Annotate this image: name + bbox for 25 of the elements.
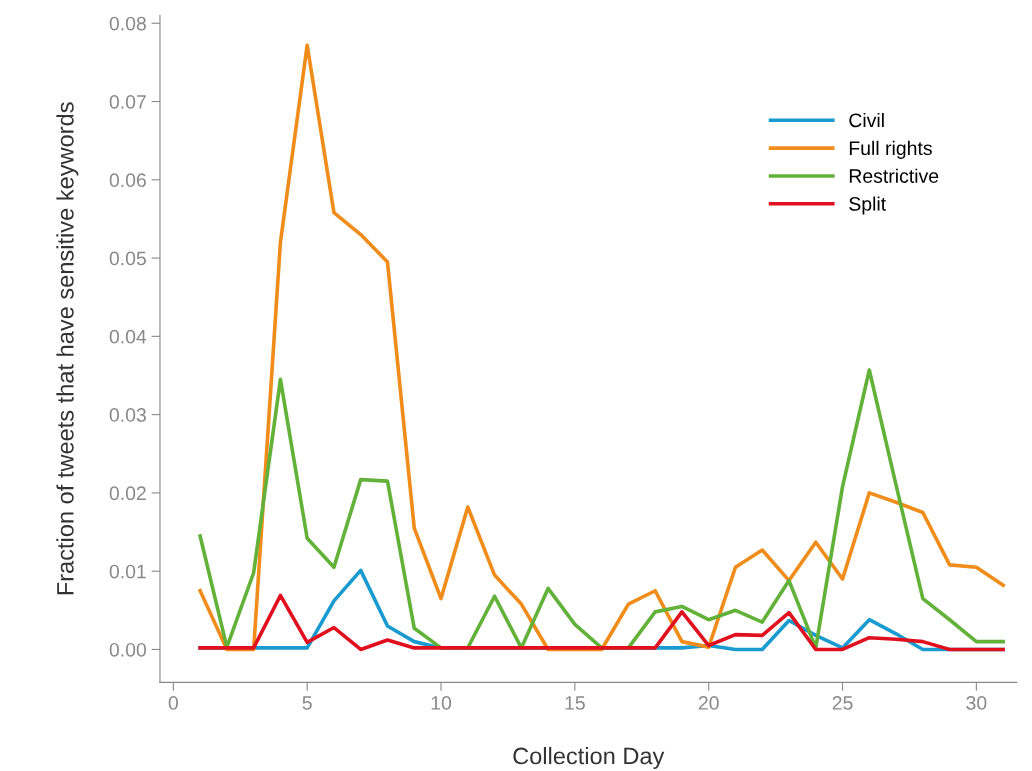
x-tick-label: 20 — [698, 696, 719, 710]
y-tick-label: 0.07 — [109, 94, 146, 109]
y-tick-label: 0.01 — [109, 564, 146, 579]
y-tick-label: 0.04 — [109, 329, 147, 344]
y-tick-label: 0.02 — [109, 486, 146, 501]
x-tick-label: 25 — [832, 696, 853, 710]
y-tick-label: 0.06 — [109, 173, 146, 188]
y-tick-label: 0.05 — [109, 251, 146, 266]
line-series — [198, 368, 1005, 650]
x-tick-label: 0 — [168, 696, 178, 710]
legend-label: Restrictive — [849, 168, 939, 183]
legend-label: Civil — [849, 112, 884, 128]
y-axis-title: Fraction of tweets that have sensitive keywords — [56, 102, 79, 595]
y-tick-label: 0.03 — [109, 408, 146, 422]
legend-label: Full rights — [849, 140, 932, 159]
x-tick-label: 5 — [302, 696, 312, 710]
line-series — [198, 593, 1005, 652]
legend-label: Split — [849, 196, 886, 215]
line-series — [198, 43, 1005, 652]
x-axis-title: Collection Day — [513, 746, 665, 769]
x-tick-label: 30 — [966, 696, 987, 710]
x-tick-label: 15 — [565, 696, 585, 710]
y-tick-label: 0.08 — [109, 16, 146, 31]
x-tick-label: 10 — [431, 696, 452, 710]
y-tick-label: 0.00 — [109, 642, 147, 657]
